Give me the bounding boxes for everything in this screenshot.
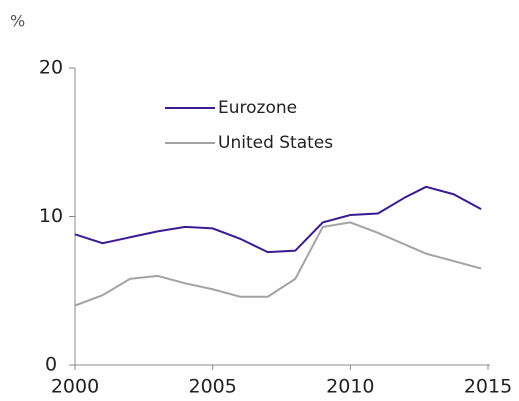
x-tick-label: 2000 <box>51 376 99 398</box>
legend-label: Eurozone <box>218 98 297 118</box>
y-unit: % <box>10 12 25 31</box>
series-line <box>74 185 482 254</box>
y-tick-label: 20 <box>39 57 63 79</box>
y-tick-label: 10 <box>39 205 63 227</box>
x-tick-label: 2005 <box>188 376 236 398</box>
series-line <box>74 221 482 307</box>
x-tick-label: 2010 <box>326 376 374 398</box>
legend-label: United States <box>218 133 333 153</box>
y-tick-label: 0 <box>45 354 57 376</box>
x-tick-label: 2015 <box>464 376 512 398</box>
